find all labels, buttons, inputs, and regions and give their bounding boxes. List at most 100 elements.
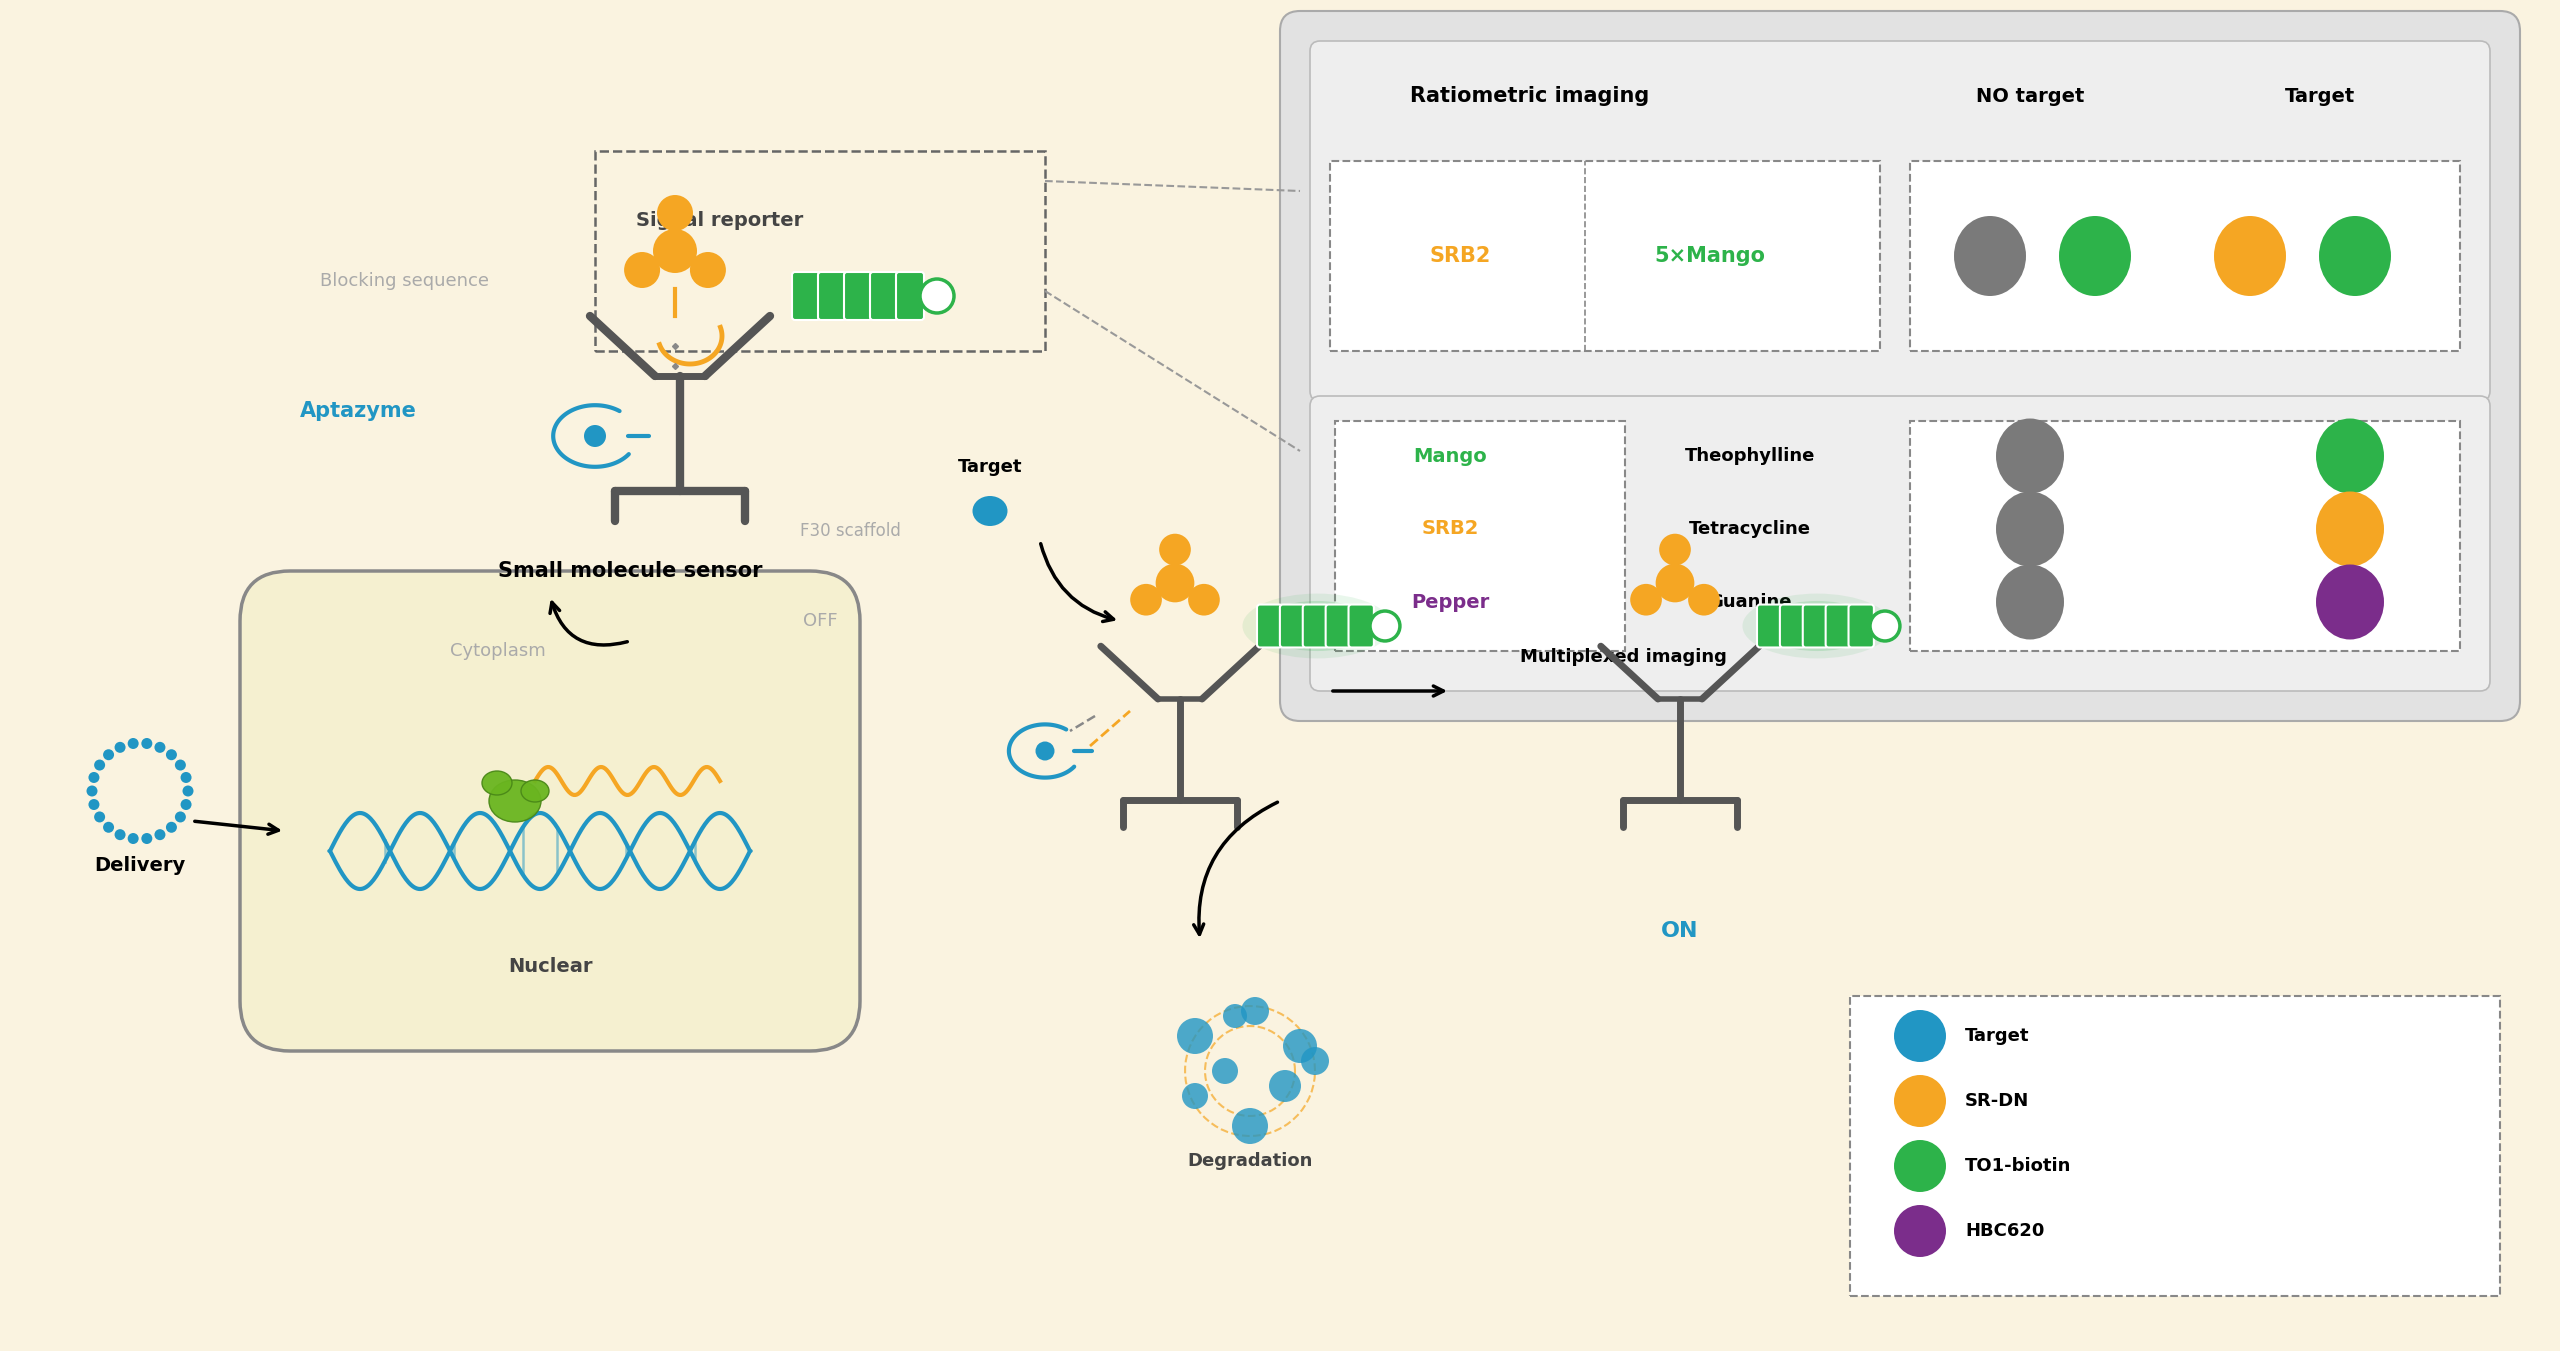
Circle shape [1894, 1011, 1946, 1062]
Circle shape [102, 750, 115, 761]
Text: Target: Target [957, 458, 1021, 476]
Text: Signal reporter: Signal reporter [637, 211, 804, 230]
Text: SRB2: SRB2 [1428, 246, 1490, 266]
Text: Small molecule sensor: Small molecule sensor [497, 561, 763, 581]
FancyBboxPatch shape [1910, 161, 2460, 351]
Circle shape [115, 742, 125, 753]
Circle shape [689, 253, 727, 288]
Ellipse shape [2319, 216, 2391, 296]
Text: Tetracycline: Tetracycline [1690, 520, 1810, 538]
Text: Target: Target [2286, 86, 2355, 105]
Circle shape [115, 830, 125, 840]
Text: 5×Mango: 5×Mango [1654, 246, 1766, 266]
Ellipse shape [1997, 419, 2063, 493]
Text: ON: ON [1661, 921, 1700, 942]
Circle shape [128, 738, 138, 748]
Circle shape [1283, 1029, 1316, 1063]
Circle shape [1370, 611, 1400, 640]
Circle shape [95, 812, 105, 823]
FancyBboxPatch shape [1910, 422, 2460, 651]
Ellipse shape [1953, 216, 2025, 296]
Circle shape [1224, 1004, 1247, 1028]
FancyBboxPatch shape [1756, 604, 1782, 647]
Circle shape [658, 195, 694, 231]
Circle shape [1211, 1058, 1239, 1084]
Circle shape [1242, 997, 1270, 1025]
Ellipse shape [1759, 601, 1874, 651]
Circle shape [1659, 534, 1690, 566]
FancyBboxPatch shape [1825, 604, 1851, 647]
Circle shape [653, 230, 696, 273]
Circle shape [154, 830, 166, 840]
Text: Guanine: Guanine [1708, 593, 1792, 611]
Circle shape [1894, 1205, 1946, 1256]
Ellipse shape [1272, 607, 1362, 646]
Text: Cytoplasm: Cytoplasm [451, 642, 545, 661]
FancyBboxPatch shape [1311, 396, 2491, 690]
Ellipse shape [2214, 216, 2286, 296]
Circle shape [90, 771, 100, 784]
Ellipse shape [2317, 565, 2383, 639]
Ellipse shape [481, 771, 512, 794]
Circle shape [128, 834, 138, 844]
Circle shape [1300, 1047, 1329, 1075]
Ellipse shape [2317, 492, 2383, 566]
Circle shape [1270, 1070, 1300, 1102]
FancyBboxPatch shape [1349, 604, 1375, 647]
Circle shape [1034, 742, 1055, 761]
Circle shape [154, 742, 166, 753]
Circle shape [141, 738, 154, 748]
Circle shape [174, 759, 187, 770]
Circle shape [182, 798, 192, 811]
Circle shape [141, 834, 154, 844]
Text: Multiplexed imaging: Multiplexed imaging [1521, 648, 1728, 666]
Circle shape [1687, 584, 1720, 616]
FancyBboxPatch shape [1331, 161, 1879, 351]
Ellipse shape [2317, 419, 2383, 493]
Text: SR-DN: SR-DN [1966, 1092, 2030, 1111]
FancyBboxPatch shape [819, 272, 845, 320]
Circle shape [1129, 584, 1162, 616]
Ellipse shape [1997, 565, 2063, 639]
Text: Nuclear: Nuclear [507, 957, 591, 975]
Circle shape [95, 759, 105, 770]
FancyBboxPatch shape [1334, 422, 1626, 651]
Ellipse shape [1260, 601, 1375, 651]
Circle shape [166, 750, 177, 761]
FancyBboxPatch shape [791, 272, 819, 320]
Circle shape [1155, 563, 1196, 603]
Circle shape [182, 785, 195, 797]
Circle shape [1894, 1140, 1946, 1192]
Ellipse shape [489, 780, 540, 821]
FancyBboxPatch shape [1848, 604, 1874, 647]
Circle shape [1188, 584, 1219, 616]
Text: NO target: NO target [1976, 86, 2084, 105]
Circle shape [102, 821, 115, 832]
Circle shape [1160, 534, 1190, 566]
Text: Pepper: Pepper [1411, 593, 1490, 612]
Circle shape [1869, 611, 1900, 640]
Circle shape [87, 785, 97, 797]
Circle shape [584, 426, 607, 447]
Circle shape [1631, 584, 1661, 616]
Text: Ratiometric imaging: Ratiometric imaging [1411, 86, 1649, 105]
Text: Degradation: Degradation [1188, 1152, 1313, 1170]
Circle shape [919, 280, 955, 313]
Text: TO1-biotin: TO1-biotin [1966, 1156, 2071, 1175]
Circle shape [625, 253, 660, 288]
FancyBboxPatch shape [1280, 604, 1306, 647]
Circle shape [1894, 1075, 1946, 1127]
FancyBboxPatch shape [1779, 604, 1805, 647]
Ellipse shape [1743, 593, 1892, 658]
Ellipse shape [2058, 216, 2130, 296]
FancyBboxPatch shape [870, 272, 899, 320]
FancyBboxPatch shape [1280, 11, 2519, 721]
FancyBboxPatch shape [1257, 604, 1283, 647]
Text: Aptazyme: Aptazyme [300, 401, 417, 422]
Circle shape [1656, 563, 1695, 603]
Text: Blocking sequence: Blocking sequence [320, 272, 489, 290]
FancyBboxPatch shape [241, 571, 860, 1051]
Ellipse shape [522, 780, 548, 802]
Circle shape [174, 812, 187, 823]
Text: Theophylline: Theophylline [1684, 447, 1815, 465]
